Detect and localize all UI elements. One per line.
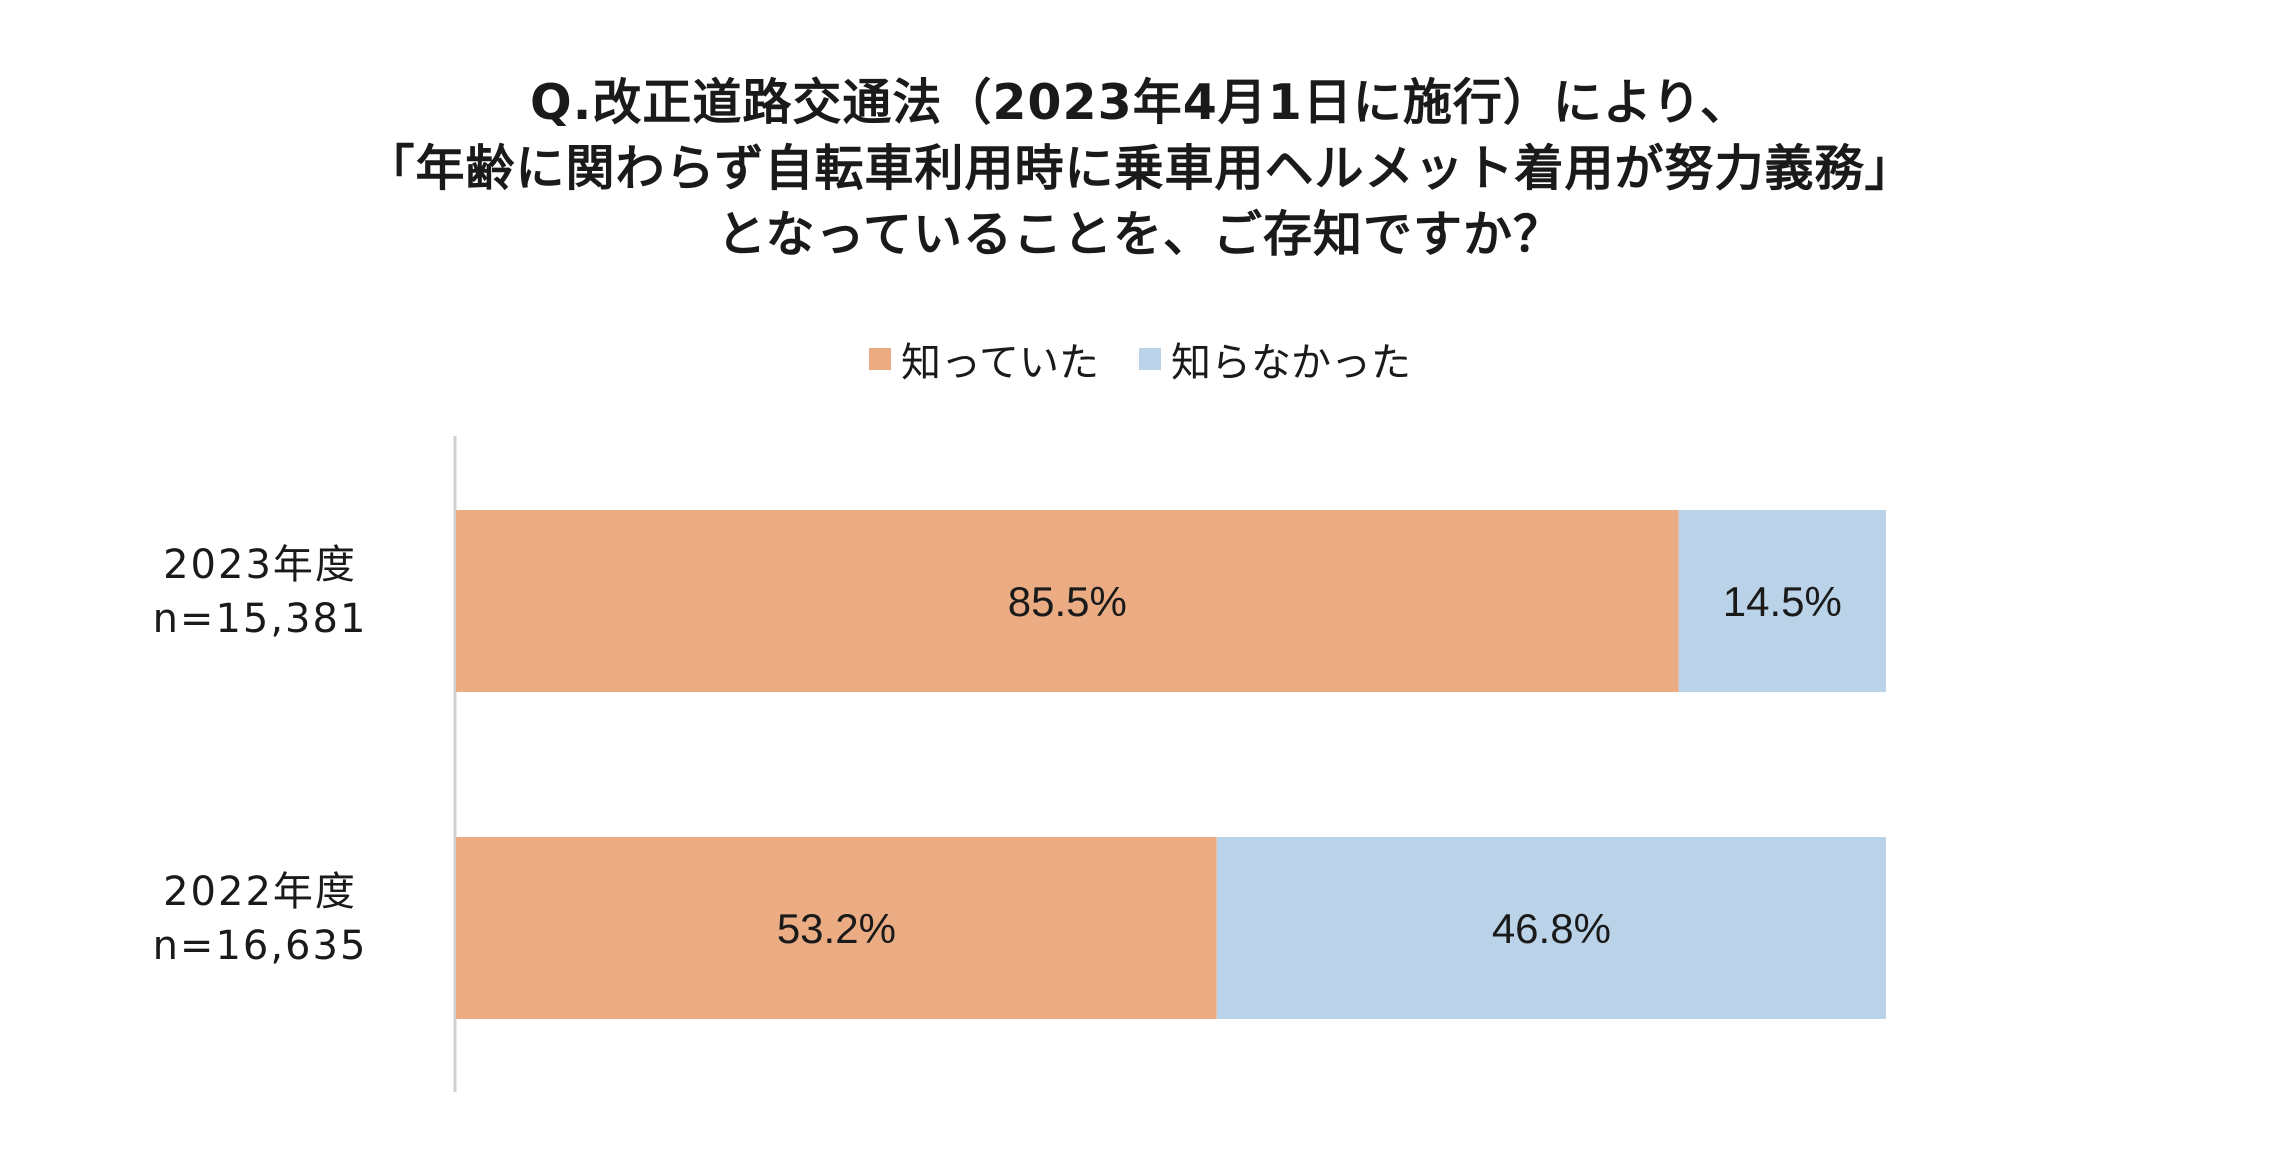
chart-legend: 知っていた 知らなかった	[0, 330, 2280, 388]
chart-title: Q.改正道路交通法（2023年4月1日に施行）により、 「年齢に関わらず自転車利…	[0, 70, 2280, 268]
bar-segment-unknown	[1678, 510, 1886, 692]
data-label: 85.5%	[1008, 578, 1127, 625]
legend-label-known: 知っていた	[901, 340, 1099, 386]
title-line-2: 「年齢に関わらず自転車利用時に乗車用ヘルメット着用が努力義務」	[365, 140, 1915, 197]
category-sample-size: n=15,381	[152, 596, 368, 642]
category-year: 2022年度	[163, 869, 357, 915]
category-year: 2023年度	[163, 542, 357, 588]
legend-item-unknown: 知らなかった	[1139, 330, 1411, 388]
category-label-2023: 2023年度 n=15,381	[100, 538, 420, 646]
category-label-2022: 2022年度 n=16,635	[100, 865, 420, 973]
legend-item-known: 知っていた	[869, 330, 1099, 388]
title-line-1: Q.改正道路交通法（2023年4月1日に施行）により、	[530, 74, 1750, 131]
data-label: 46.8%	[1492, 905, 1611, 952]
bar-segment-known	[456, 837, 1217, 1019]
legend-swatch-unknown	[1139, 348, 1161, 370]
legend-swatch-known	[869, 348, 891, 370]
data-label: 14.5%	[1723, 578, 1842, 625]
category-sample-size: n=16,635	[152, 923, 368, 969]
legend-label-unknown: 知らなかった	[1171, 340, 1411, 386]
bar-segment-unknown	[1216, 837, 1886, 1019]
bar-segment-known	[456, 510, 1679, 692]
data-label: 53.2%	[777, 905, 896, 952]
title-line-3: となっていることを、ご存知ですか？	[716, 206, 1564, 263]
